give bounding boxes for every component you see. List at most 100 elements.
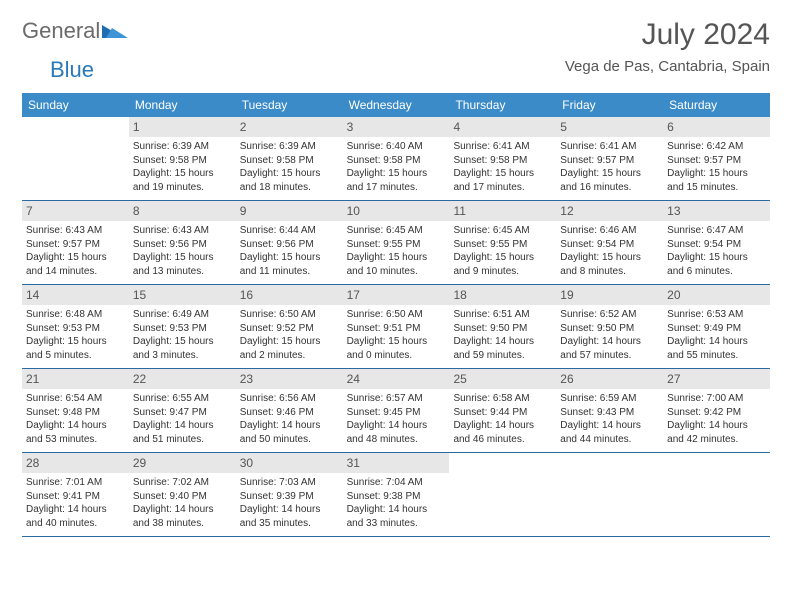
weekday-header-row: Sunday Monday Tuesday Wednesday Thursday… [22,93,770,117]
day-number: 4 [449,117,556,137]
day-cell [449,453,556,536]
day-details: Sunrise: 6:49 AMSunset: 9:53 PMDaylight:… [133,308,232,362]
day-cell: 5Sunrise: 6:41 AMSunset: 9:57 PMDaylight… [556,117,663,200]
day-cell: 3Sunrise: 6:40 AMSunset: 9:58 PMDaylight… [343,117,450,200]
day-details: Sunrise: 6:59 AMSunset: 9:43 PMDaylight:… [560,392,659,446]
logo-text-blue: Blue [22,57,94,83]
day-number: 24 [343,369,450,389]
day-details: Sunrise: 6:50 AMSunset: 9:52 PMDaylight:… [240,308,339,362]
day-number: 15 [129,285,236,305]
day-details: Sunrise: 6:50 AMSunset: 9:51 PMDaylight:… [347,308,446,362]
day-details: Sunrise: 6:39 AMSunset: 9:58 PMDaylight:… [133,140,232,194]
day-number: 29 [129,453,236,473]
day-number: 8 [129,201,236,221]
day-cell: 29 Sunrise: 7:02 AMSunset: 9:40 PMDayligh… [129,453,236,536]
day-number [663,453,770,473]
day-cell: 23 Sunrise: 6:56 AMSunset: 9:46 PMDayligh… [236,369,343,452]
logo: General [22,18,128,44]
day-details: Sunrise: 6:56 AMSunset: 9:46 PMDaylight:… [240,392,339,446]
day-details: Sunrise: 7:03 AMSunset: 9:39 PMDaylight:… [240,476,339,530]
day-cell: 13Sunrise: 6:47 AMSunset: 9:54 PMDayligh… [663,201,770,284]
day-cell: 27 Sunrise: 7:00 AMSunset: 9:42 PMDayligh… [663,369,770,452]
week-row: 7 Sunrise: 6:43 AMSunset: 9:57 PMDaylight… [22,201,770,285]
day-details: Sunrise: 6:41 AMSunset: 9:57 PMDaylight:… [560,140,659,194]
day-details: Sunrise: 7:01 AMSunset: 9:41 PMDaylight:… [26,476,125,530]
day-cell: 12 Sunrise: 6:46 AMSunset: 9:54 PMDayligh… [556,201,663,284]
day-details: Sunrise: 6:46 AMSunset: 9:54 PMDaylight:… [560,224,659,278]
day-number: 20 [663,285,770,305]
weekday-tuesday: Tuesday [236,93,343,117]
day-details: Sunrise: 6:44 AMSunset: 9:56 PMDaylight:… [240,224,339,278]
day-details: Sunrise: 6:47 AMSunset: 9:54 PMDaylight:… [667,224,766,278]
day-cell: 17Sunrise: 6:50 AMSunset: 9:51 PMDayligh… [343,285,450,368]
day-number: 6 [663,117,770,137]
week-row: 21 Sunrise: 6:54 AMSunset: 9:48 PMDayligh… [22,369,770,453]
day-cell: 10Sunrise: 6:45 AMSunset: 9:55 PMDayligh… [343,201,450,284]
day-number: 22 [129,369,236,389]
day-details: Sunrise: 6:52 AMSunset: 9:50 PMDaylight:… [560,308,659,362]
day-details: Sunrise: 7:04 AMSunset: 9:38 PMDaylight:… [347,476,446,530]
month-title: July 2024 [565,18,770,52]
day-cell: 25Sunrise: 6:58 AMSunset: 9:44 PMDayligh… [449,369,556,452]
day-details: Sunrise: 6:54 AMSunset: 9:48 PMDaylight:… [26,392,125,446]
day-number: 16 [236,285,343,305]
day-details [453,476,552,517]
day-details: Sunrise: 6:43 AMSunset: 9:56 PMDaylight:… [133,224,232,278]
day-cell: 19 Sunrise: 6:52 AMSunset: 9:50 PMDayligh… [556,285,663,368]
day-details: Sunrise: 6:42 AMSunset: 9:57 PMDaylight:… [667,140,766,194]
day-cell: 7 Sunrise: 6:43 AMSunset: 9:57 PMDaylight… [22,201,129,284]
day-cell: 14 Sunrise: 6:48 AMSunset: 9:53 PMDayligh… [22,285,129,368]
day-cell: 24 Sunrise: 6:57 AMSunset: 9:45 PMDayligh… [343,369,450,452]
day-number: 27 [663,369,770,389]
day-cell: 8 Sunrise: 6:43 AMSunset: 9:56 PMDaylight… [129,201,236,284]
day-cell: 11 Sunrise: 6:45 AMSunset: 9:55 PMDayligh… [449,201,556,284]
day-details: Sunrise: 6:55 AMSunset: 9:47 PMDaylight:… [133,392,232,446]
day-number: 11 [449,201,556,221]
day-number [449,453,556,473]
day-details: Sunrise: 7:02 AMSunset: 9:40 PMDaylight:… [133,476,232,530]
day-details: Sunrise: 7:00 AMSunset: 9:42 PMDaylight:… [667,392,766,446]
day-cell: 18Sunrise: 6:51 AMSunset: 9:50 PMDayligh… [449,285,556,368]
day-details: Sunrise: 6:48 AMSunset: 9:53 PMDaylight:… [26,308,125,362]
weekday-friday: Friday [556,93,663,117]
day-details: Sunrise: 6:45 AMSunset: 9:55 PMDaylight:… [453,224,552,278]
day-number [556,453,663,473]
day-number: 19 [556,285,663,305]
day-details [667,476,766,517]
location-text: Vega de Pas, Cantabria, Spain [565,58,770,75]
weekday-wednesday: Wednesday [343,93,450,117]
day-number: 31 [343,453,450,473]
day-cell [663,453,770,536]
day-details: Sunrise: 6:53 AMSunset: 9:49 PMDaylight:… [667,308,766,362]
day-number: 7 [22,201,129,221]
day-number: 12 [556,201,663,221]
logo-triangle-icon [102,22,128,40]
weekday-saturday: Saturday [663,93,770,117]
day-cell: 2 Sunrise: 6:39 AMSunset: 9:58 PMDaylight… [236,117,343,200]
day-details: Sunrise: 6:43 AMSunset: 9:57 PMDaylight:… [26,224,125,278]
day-details: Sunrise: 6:40 AMSunset: 9:58 PMDaylight:… [347,140,446,194]
day-cell: 9Sunrise: 6:44 AMSunset: 9:56 PMDaylight… [236,201,343,284]
day-details [26,140,125,181]
day-details: Sunrise: 6:45 AMSunset: 9:55 PMDaylight:… [347,224,446,278]
day-cell: 16 Sunrise: 6:50 AMSunset: 9:52 PMDayligh… [236,285,343,368]
day-number: 2 [236,117,343,137]
day-details: Sunrise: 6:57 AMSunset: 9:45 PMDaylight:… [347,392,446,446]
day-cell [22,117,129,200]
week-row: 1Sunrise: 6:39 AMSunset: 9:58 PMDaylight… [22,117,770,201]
day-details [560,476,659,517]
day-number [22,117,129,137]
weekday-monday: Monday [129,93,236,117]
day-cell: 22 Sunrise: 6:55 AMSunset: 9:47 PMDayligh… [129,369,236,452]
day-cell [556,453,663,536]
day-number: 26 [556,369,663,389]
day-cell: 30Sunrise: 7:03 AMSunset: 9:39 PMDayligh… [236,453,343,536]
day-number: 14 [22,285,129,305]
weeks-container: 1Sunrise: 6:39 AMSunset: 9:58 PMDaylight… [22,117,770,537]
day-number: 18 [449,285,556,305]
day-details: Sunrise: 6:39 AMSunset: 9:58 PMDaylight:… [240,140,339,194]
day-number: 28 [22,453,129,473]
weekday-thursday: Thursday [449,93,556,117]
day-number: 23 [236,369,343,389]
day-number: 21 [22,369,129,389]
